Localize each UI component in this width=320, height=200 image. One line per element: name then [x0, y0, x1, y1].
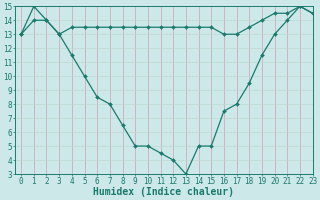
X-axis label: Humidex (Indice chaleur): Humidex (Indice chaleur) [93, 187, 234, 197]
